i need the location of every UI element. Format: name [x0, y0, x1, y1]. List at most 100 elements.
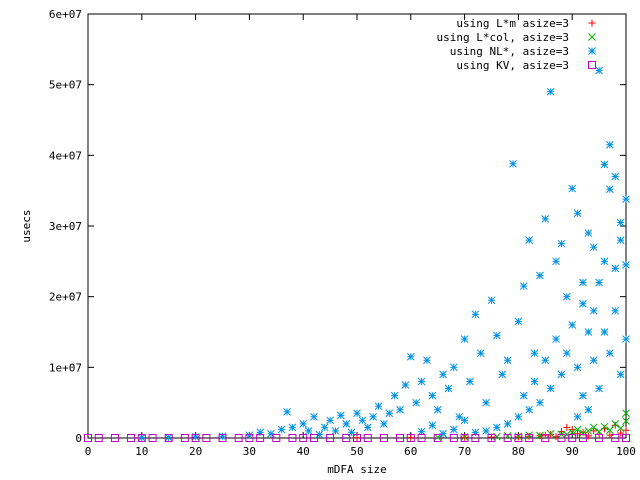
- data-point-series-2: [283, 407, 291, 416]
- data-point-series-2: [579, 391, 587, 400]
- data-point-series-3: [503, 434, 512, 442]
- data-point-series-2: [589, 306, 598, 315]
- data-point-series-2: [487, 296, 496, 305]
- data-point-series-2: [326, 416, 334, 425]
- data-point-series-2: [616, 218, 625, 227]
- legend-label: using L*m asize=3: [456, 17, 569, 30]
- data-point-series-2: [530, 349, 539, 358]
- y-tick-label: 0: [75, 432, 82, 445]
- legend-marker: [588, 19, 596, 27]
- data-point-series-2: [401, 381, 410, 389]
- data-point-series-2: [546, 384, 555, 393]
- data-point-series-2: [439, 370, 447, 379]
- data-point-series-2: [589, 243, 598, 252]
- data-point-series-2: [423, 356, 431, 365]
- data-point-series-2: [622, 261, 630, 269]
- data-point-series-2: [584, 328, 593, 336]
- data-point-series-1: [589, 423, 598, 432]
- data-point-series-3: [148, 434, 157, 442]
- data-point-series-2: [380, 420, 388, 428]
- data-point-series-3: [353, 434, 361, 442]
- data-point-series-0: [590, 427, 598, 435]
- data-point-series-2: [369, 412, 377, 421]
- x-tick-label: 100: [616, 445, 636, 458]
- data-point-series-1: [622, 409, 630, 418]
- data-point-series-3: [406, 434, 415, 442]
- x-tick-label: 30: [243, 445, 256, 458]
- data-point-series-3: [541, 434, 550, 442]
- data-point-series-2: [358, 416, 367, 425]
- data-point-series-0: [563, 423, 571, 431]
- data-point-series-2: [509, 159, 517, 168]
- data-point-series-3: [611, 434, 620, 442]
- data-point-series-1: [606, 426, 614, 435]
- data-point-series-2: [417, 427, 426, 436]
- data-point-series-2: [267, 429, 275, 438]
- data-point-series-3: [256, 434, 265, 442]
- data-point-series-2: [568, 321, 577, 329]
- data-point-series-2: [482, 427, 490, 435]
- data-point-series-2: [573, 209, 582, 218]
- data-point-series-2: [320, 423, 329, 432]
- data-point-series-1: [622, 417, 630, 425]
- data-point-series-2: [288, 423, 297, 432]
- y-tick-label: 2e+07: [49, 291, 82, 304]
- data-point-series-3: [127, 434, 136, 442]
- data-point-series-2: [606, 140, 614, 149]
- data-point-series-3: [218, 434, 227, 442]
- data-point-series-2: [299, 420, 308, 428]
- x-axis-label: mDFA size: [327, 463, 387, 476]
- data-point-series-2: [541, 356, 550, 365]
- data-point-series-2: [622, 195, 630, 204]
- data-point-series-2: [439, 429, 447, 438]
- data-point-series-0: [407, 434, 415, 442]
- data-point-series-2: [525, 236, 534, 244]
- data-point-series-2: [536, 398, 544, 407]
- data-point-series-1: [525, 431, 534, 440]
- data-point-series-3: [288, 434, 297, 442]
- data-point-series-2: [471, 310, 480, 319]
- data-point-series-2: [310, 412, 318, 421]
- data-point-series-2: [611, 306, 620, 315]
- data-point-series-2: [579, 299, 587, 308]
- data-point-series-3: [234, 434, 243, 442]
- data-point-series-0: [525, 432, 533, 440]
- data-point-series-2: [406, 352, 415, 361]
- data-point-series-3: [94, 434, 103, 442]
- data-point-series-3: [342, 434, 351, 442]
- y-tick-label: 1e+07: [49, 361, 82, 374]
- y-tick-label: 3e+07: [49, 220, 82, 233]
- data-point-series-2: [600, 257, 609, 266]
- x-axis-ticks: 0 10 20 30 40 50 60 70 80 90 100: [85, 14, 636, 458]
- x-tick-label: 80: [512, 445, 525, 458]
- data-point-series-2: [573, 363, 582, 372]
- data-point-series-2: [557, 370, 566, 379]
- data-point-series-1: [579, 429, 587, 437]
- data-point-series-2: [412, 398, 421, 407]
- legend-marker: [588, 33, 596, 41]
- data-point-series-2: [514, 317, 523, 326]
- data-point-series-3: [460, 434, 469, 442]
- data-point-series-1: [573, 425, 582, 434]
- data-point-series-3: [433, 434, 442, 442]
- data-point-series-3: [84, 434, 92, 442]
- data-point-series-2: [525, 405, 534, 414]
- data-point-series-2: [433, 405, 442, 414]
- data-point-series-2: [428, 421, 437, 430]
- data-point-series-2: [552, 335, 560, 343]
- data-point-series-1: [503, 432, 512, 440]
- data-point-series-2: [449, 425, 458, 434]
- data-point-series-0: [541, 431, 549, 439]
- data-point-series-2: [449, 363, 458, 372]
- data-point-series-3: [578, 434, 587, 442]
- data-point-series-2: [498, 370, 507, 379]
- x-tick-label: 40: [297, 445, 310, 458]
- data-point-series-3: [137, 434, 146, 442]
- legend-label: using L*col, asize=3: [437, 31, 569, 44]
- data-point-series-3: [272, 434, 281, 442]
- data-point-series-2: [622, 335, 630, 343]
- data-point-series-2: [466, 377, 474, 386]
- data-point-series-2: [476, 349, 485, 358]
